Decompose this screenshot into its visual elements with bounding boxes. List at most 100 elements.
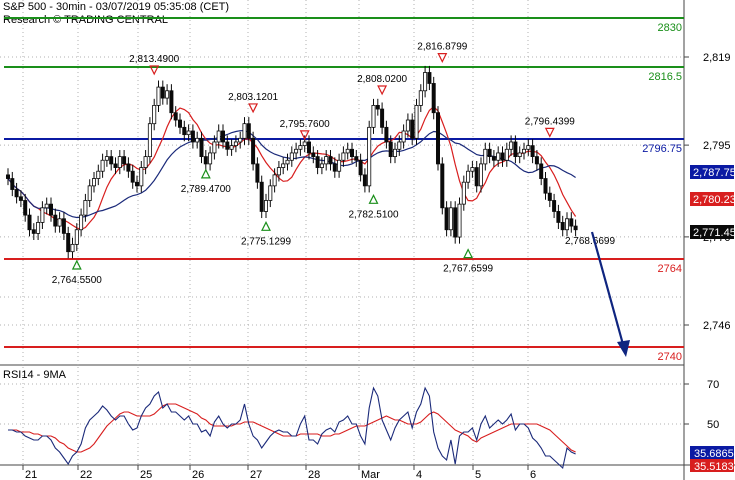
candle-body: [315, 156, 320, 168]
candle-body: [27, 214, 32, 231]
candle-body: [461, 181, 466, 205]
candle-body: [208, 152, 213, 165]
level-label: 2740: [658, 351, 682, 363]
price-tag-box: [690, 165, 734, 179]
price-axis: 2,8192,7952,7702,7462,787.752,780.232,77…: [684, 52, 735, 332]
time-tick-label: 4: [416, 469, 422, 480]
candle-body: [169, 90, 174, 114]
candle-body: [448, 207, 453, 231]
time-tick-label: 6: [530, 469, 536, 480]
candle-body: [139, 167, 144, 187]
candle-body: [57, 218, 62, 227]
candle-body: [156, 86, 161, 106]
level-label: 2796.75: [642, 143, 682, 155]
swing-high-marker: [377, 85, 388, 96]
swing-high-label: 2,816.8799: [417, 42, 467, 53]
candle-body: [319, 163, 324, 168]
candle-body: [509, 141, 514, 150]
price-tick-label: 2,819: [703, 52, 731, 64]
candle-body: [117, 156, 122, 168]
candle-body: [483, 148, 488, 165]
candle-body: [87, 185, 92, 201]
candle-body: [565, 218, 570, 231]
candle-body: [199, 137, 204, 158]
candle-body: [212, 141, 217, 154]
candle-body: [246, 123, 251, 139]
candle-body: [504, 148, 509, 161]
current-low-label: 2,768.6699: [565, 236, 615, 247]
candle-body: [410, 119, 415, 139]
time-axis: 21 22 25 26 27 28 Mar 4 5 6: [22, 465, 536, 480]
candle-body: [466, 170, 471, 183]
candle-body: [453, 207, 458, 238]
swing-high-marker: [437, 53, 448, 63]
candle-body: [478, 163, 483, 187]
candle-body: [263, 200, 268, 212]
candle-body: [414, 105, 419, 139]
forecast-arrow-shaft: [590, 231, 626, 349]
candle-body: [345, 148, 350, 154]
candle-body: [79, 214, 84, 231]
candle-body: [397, 141, 402, 150]
candle-body: [203, 156, 208, 165]
candle-body: [259, 181, 264, 212]
price-tick-label: 2,746: [703, 320, 731, 332]
rsi-title: RSI14 - 9MA: [3, 369, 67, 381]
swing-low-marker: [368, 193, 379, 204]
candle-body: [392, 148, 397, 158]
candle-body: [255, 163, 260, 183]
candle-body: [311, 152, 316, 157]
candle-body: [332, 163, 337, 172]
swing-low-marker: [200, 168, 211, 179]
price-tag-label: 2,780.23: [693, 194, 735, 206]
candle-body: [440, 163, 445, 209]
rsi-tag-box: [690, 459, 734, 472]
candle-body: [401, 130, 406, 143]
swing-low-marker: [463, 248, 474, 259]
candle-body: [552, 200, 557, 212]
candle-body: [10, 178, 15, 190]
candle-body: [152, 105, 157, 125]
ma-slow-line: [7, 130, 576, 219]
candle-body: [500, 152, 505, 161]
candle-body: [513, 141, 518, 158]
candle-body: [294, 148, 299, 154]
candle-body: [173, 112, 178, 121]
price-tag-label: 2,771.45: [693, 227, 735, 239]
candle-body: [36, 222, 41, 234]
candle-body: [405, 119, 410, 132]
candle-body: [242, 123, 247, 139]
swing-low-marker: [71, 259, 82, 270]
price-tag-label: 2,787.75: [693, 167, 735, 179]
swing-high-label: 2,813.4900: [129, 54, 179, 65]
rsi-tag-label: 35.6865: [694, 448, 734, 460]
candle-body: [182, 126, 187, 136]
swing-low-label: 2,775.1299: [241, 236, 291, 247]
swing-low-label: 2,782.5100: [348, 209, 398, 220]
level-lines: 2830 2816.5 2796.75 2764 2740: [4, 17, 684, 363]
candle-body: [289, 152, 294, 161]
rsi-line: [8, 386, 576, 470]
candle-body: [238, 137, 243, 143]
candle-body: [281, 163, 286, 168]
candle-body: [474, 167, 479, 187]
candle-body: [418, 90, 423, 106]
candle-body: [268, 185, 273, 201]
candle-body: [6, 174, 11, 179]
candle-body: [354, 156, 359, 161]
candle-body: [367, 126, 372, 187]
candle-body: [53, 214, 58, 227]
candle-body: [31, 229, 36, 234]
candle-body: [92, 178, 97, 187]
candle-body: [272, 174, 277, 187]
candle-body: [70, 243, 75, 253]
candle-body: [569, 218, 574, 227]
candle-body: [160, 86, 165, 99]
rsi-tag-label: 35.5183: [694, 461, 734, 473]
time-tick-label: 25: [140, 469, 152, 480]
candle-body: [74, 229, 79, 245]
candle-body: [285, 159, 290, 165]
candle-body: [522, 148, 527, 154]
candles: [6, 65, 578, 259]
candle-body: [177, 119, 182, 128]
